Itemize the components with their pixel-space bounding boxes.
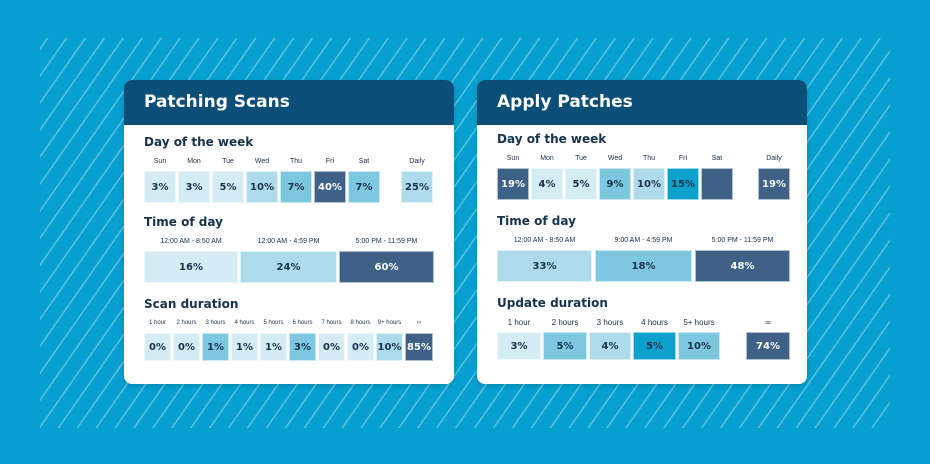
heatmap-cell: 16% [144, 251, 238, 283]
heatmap-cell: 3% [178, 171, 210, 203]
heatmap-cell: 24% [240, 251, 337, 283]
cell-label: Daily [409, 158, 425, 165]
cell-label: 4 hours [641, 318, 668, 327]
heatmap-cell: 33% [497, 250, 592, 282]
cell-label: 2 hours [551, 318, 579, 327]
heatmap-cell: 18% [595, 250, 692, 282]
section-day-of-the-week: Day of the week Sun 19% Mon 4% Tue 5% Wed 9% Thu 1… [497, 132, 790, 200]
heatmap-cell: 0% [144, 333, 171, 361]
heatmap-cell: 1% [202, 333, 229, 361]
cell-label: ∞ [416, 320, 422, 326]
cell-label: 6 hours [292, 320, 313, 326]
cell-label: 7 hours [321, 320, 342, 326]
heatmap-cell: 40% [314, 171, 346, 203]
cell-label: 9:00 AM - 4:59 PM [614, 237, 673, 244]
heatmap-cell: 3% [497, 332, 541, 360]
heatmap-cell: 7% [280, 171, 312, 203]
heatmap-cell: 3% [144, 171, 176, 203]
heatmap-cell: 3% [289, 333, 316, 361]
heatmap-cell: 19% [497, 168, 529, 200]
cell-label: Mon [187, 158, 201, 165]
cell-label: Tue [575, 155, 587, 162]
cell-label: 9+ hours [377, 320, 402, 326]
cell-label: 12:00 AM - 8:50 AM [513, 237, 576, 244]
cell-label: 2 hours [176, 320, 197, 326]
card-title: Apply Patches [477, 80, 807, 125]
heatmap-cell: 4% [589, 332, 631, 360]
heatmap-cell: 7% [348, 171, 380, 203]
cell-label: Sun [506, 155, 520, 162]
heatmap-cell: 5% [543, 332, 587, 360]
cell-label: Fri [325, 158, 335, 165]
cell-label: 1 hour [507, 318, 531, 327]
cell-label: Wed [607, 155, 623, 162]
section-title: Time of day [144, 215, 223, 229]
cell-label: ∞ [765, 318, 771, 327]
cell-label: Tue [222, 158, 234, 165]
card-patching-scans: Patching Scans Day of the week Sun 3% Mon 3%… [124, 80, 454, 384]
heatmap-cell: 4% [531, 168, 563, 200]
heatmap-cell: 1% [260, 333, 287, 361]
cell-label: Sat [358, 158, 370, 165]
cell-label: 5:00 PM - 11:59 PM [711, 237, 774, 244]
heatmap-cell: 10% [376, 333, 403, 361]
section-title: Scan duration [144, 297, 239, 311]
heatmap-cell: 74% [746, 332, 790, 360]
heatmap-cell: 19% [758, 168, 790, 200]
cell-label: Fri [678, 155, 688, 162]
heatmap-cell: 48% [695, 250, 790, 282]
cell-label: 5 hours [263, 320, 284, 326]
heatmap-cell: 0% [318, 333, 345, 361]
cell-label: 4 hours [234, 320, 255, 326]
heatmap-cell: 0% [347, 333, 374, 361]
heatmap-cell: 85% [405, 333, 433, 361]
section-update-duration: Update duration 1 hour 3% 2 hours 5% 3 hours 4… [497, 296, 790, 360]
section-time-of-day: Time of day 12:00 AM - 8:50 AM 16% 12:00 AM… [144, 215, 434, 283]
heatmap-cell: 0% [173, 333, 200, 361]
section-title: Update duration [497, 296, 608, 310]
cell-label: Sat [711, 155, 723, 162]
heatmap-cell: 10% [246, 171, 278, 203]
section-time-of-day: Time of day 12:00 AM - 8:50 AM 33% 9:00 AM … [497, 214, 790, 282]
cell-label: Mon [540, 155, 554, 162]
heatmap-cell: 10% [678, 332, 720, 360]
section-scan-duration: Scan duration 1 hour 0% 2 hours 0% 3 hours 1% 4… [144, 297, 434, 361]
heatmap-cell: 1% [231, 333, 258, 361]
cell-label: Thu [289, 158, 303, 165]
cell-label: Sun [153, 158, 167, 165]
heatmap-cell: 25% [401, 171, 433, 203]
cell-label: Thu [642, 155, 656, 162]
heatmap-cell: 15% [667, 168, 699, 200]
heatmap-cell: 60% [339, 251, 434, 283]
heatmap-cell [701, 168, 733, 200]
heatmap-cell: 5% [633, 332, 676, 360]
cell-label: Daily [766, 155, 782, 162]
section-title: Day of the week [144, 135, 254, 149]
cell-label: 3 hours [205, 320, 226, 326]
cell-label: 12:00 AM - 8:50 AM [160, 238, 222, 245]
cell-label: 3 hours [596, 318, 624, 327]
card-apply-patches: Apply Patches Day of the week Sun 19% Mon 4%… [477, 80, 807, 384]
section-title: Time of day [497, 214, 576, 228]
section-title: Day of the week [497, 132, 607, 146]
cell-label: Wed [254, 158, 270, 165]
heatmap-cell: 5% [565, 168, 597, 200]
heatmap-cell: 10% [633, 168, 665, 200]
card-title: Patching Scans [124, 80, 454, 125]
cell-label: 5+ hours [683, 318, 715, 327]
cell-label: 8 hours [350, 320, 371, 326]
heatmap-cell: 9% [599, 168, 631, 200]
cell-label: 12:00 AM - 4:59 PM [257, 238, 320, 245]
heatmap-cell: 5% [212, 171, 244, 203]
section-day-of-the-week: Day of the week Sun 3% Mon 3% Tue 5% Wed 10% Thu 7… [144, 135, 434, 203]
cell-label: 1 hour [148, 320, 166, 326]
cell-label: 5:00 PM - 11:59 PM [355, 238, 418, 245]
